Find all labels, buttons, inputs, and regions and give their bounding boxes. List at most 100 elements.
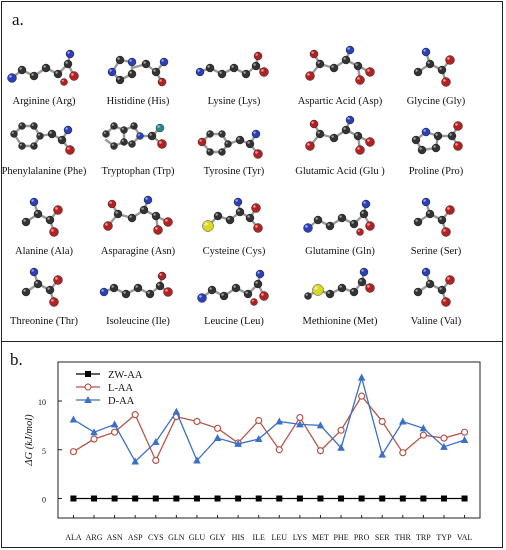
data-point [90,428,98,436]
molecule-model-icon [21,267,63,307]
molecule-cell: Serine (Ser) [388,192,484,264]
x-tick-label: THR [395,533,412,542]
molecule-model-icon [411,121,463,155]
molecule-model-icon [413,267,455,307]
legend-label: L-AA [108,383,133,394]
series-l-aa [69,392,469,465]
x-tick-label: GLU [189,533,206,542]
molecule-cell: Histidine (His) [90,42,186,114]
data-point [419,424,428,432]
molecule-name: Cysteine (Cys) [202,246,266,257]
molecule-model-icon [99,271,173,299]
data-point [337,426,345,434]
data-point [358,495,365,502]
molecule-name: Valine (Val) [410,316,462,327]
molecule-cell: Isoleucine (Ile) [90,262,186,334]
molecule-model-icon [102,122,167,150]
data-point [69,448,78,456]
delta-g-chart: 0 5 10 ALA ARG ASN ASP CYS GLN GLU GLY HIS ILE LEU LYS… [24,361,481,542]
data-point [131,457,139,465]
data-point [152,495,159,502]
panel-b-label: b. [10,350,23,369]
legend-entry: L-AA [76,383,133,394]
x-tick-label: LEU [272,533,288,542]
data-point [460,436,469,443]
molecule-cell: Methionine (Met) [292,262,388,334]
molecule-name: Asparagine (Asn) [100,246,176,257]
molecule-model-icon [7,49,79,86]
data-point [337,443,345,451]
data-point [152,456,160,465]
molecule-name: Phenylalanine (Phe) [1,166,87,177]
molecule-cell: Leucine (Leu) [186,262,282,334]
molecule-model-icon [195,51,269,79]
molecule-model-icon [305,115,375,155]
data-point [69,415,78,423]
molecule-cell: Glutamine (Gln) [292,192,388,264]
molecule-cell: Cysteine (Cys) [186,192,282,264]
data-point [254,435,263,443]
data-point [399,417,407,425]
molecule-cell: Glutamic Acid (Glu ) [292,112,388,184]
x-tick-label: ASN [107,533,123,542]
x-tick-label: ALA [65,533,82,542]
data-point [316,447,325,455]
molecule-model-icon [305,45,375,85]
data-point [213,424,222,432]
data-point [440,495,447,502]
molecule-name: Alanine (Ala) [14,246,74,257]
data-point [235,495,242,502]
molecule-model-icon [107,55,169,87]
x-tick-label: TYP [436,533,452,542]
data-point [193,417,201,426]
data-point [111,428,119,436]
data-point [419,431,427,439]
data-point [111,495,118,502]
x-tick-label: SER [375,533,390,542]
data-point [316,421,325,429]
x-tick-label: ASP [128,533,143,542]
data-point [378,417,386,426]
molecule-cell: Tryptophan (Trp) [90,112,186,184]
molecule-cell: Lysine (Lys) [186,42,282,114]
molecule-model-icon [197,129,263,159]
molecule-cell: Arginine (Arg) [0,42,92,114]
x-tick-label: HIS [232,533,245,542]
x-tick-label: ILE [252,533,265,542]
data-point [214,495,221,502]
molecule-model-icon [304,267,375,300]
y-tick-label: 0 [42,496,46,505]
data-point [151,437,160,445]
legend-entry: ZW-AA [76,370,143,381]
y-tick-label: 10 [38,398,46,407]
molecule-name: Tryptophan (Trp) [101,166,175,177]
molecule-name: Methionine (Met) [302,316,378,327]
molecule-name: Arginine (Arg) [12,96,76,107]
x-tick-label: TRP [416,533,431,542]
molecule-name: Glutamic Acid (Glu ) [295,166,385,177]
data-point [110,420,119,428]
data-point [379,495,386,502]
data-point [338,495,345,502]
x-tick-label: PRO [354,533,370,542]
molecule-name: Threonine (Thr) [10,316,78,327]
data-point [296,413,304,422]
data-point [399,449,407,457]
panel-a-label: a. [12,10,24,29]
series-line [73,375,465,463]
plot-frame [57,361,481,519]
molecule-name: Leucine (Leu) [204,316,264,327]
molecule-cell: Tyrosine (Tyr) [186,112,282,184]
legend-label: D-AA [108,396,135,407]
data-point [172,407,181,415]
x-tick-label: GLY [210,533,226,542]
molecule-cell: Asparagine (Asn) [90,192,186,264]
molecule-cell: Alanine (Ala) [0,192,92,264]
molecule-cell: Aspartic Acid (Asp) [292,42,388,114]
molecule-model-icon [103,195,173,235]
data-point [317,495,324,502]
data-point [84,383,92,391]
data-point [255,416,263,425]
data-point [70,495,77,502]
data-point [358,392,366,400]
